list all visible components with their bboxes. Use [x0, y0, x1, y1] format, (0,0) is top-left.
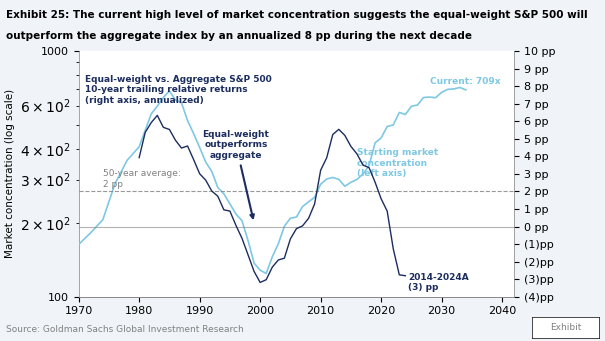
Text: 2014-2024A
(3) pp: 2014-2024A (3) pp [408, 273, 469, 292]
Text: 50-year average:
2 pp: 50-year average: 2 pp [103, 169, 181, 189]
Text: Exhibit 25: The current high level of market concentration suggests the equal-we: Exhibit 25: The current high level of ma… [6, 10, 587, 20]
Text: Current: 709x: Current: 709x [430, 77, 500, 86]
Text: Source: Goldman Sachs Global Investment Research: Source: Goldman Sachs Global Investment … [6, 325, 244, 334]
Text: Equal-weight
outperforms
aggregate: Equal-weight outperforms aggregate [203, 130, 269, 218]
Text: outperform the aggregate index by an annualized 8 pp during the next decade: outperform the aggregate index by an ann… [6, 31, 472, 41]
Text: Equal-weight vs. Aggregate S&P 500
10-year trailing relative returns
(right axis: Equal-weight vs. Aggregate S&P 500 10-ye… [85, 75, 272, 105]
Y-axis label: Market concentration (log scale): Market concentration (log scale) [5, 89, 15, 258]
Text: Exhibit: Exhibit [550, 323, 581, 332]
Text: Starting market
concentration
(left axis): Starting market concentration (left axis… [357, 148, 438, 178]
